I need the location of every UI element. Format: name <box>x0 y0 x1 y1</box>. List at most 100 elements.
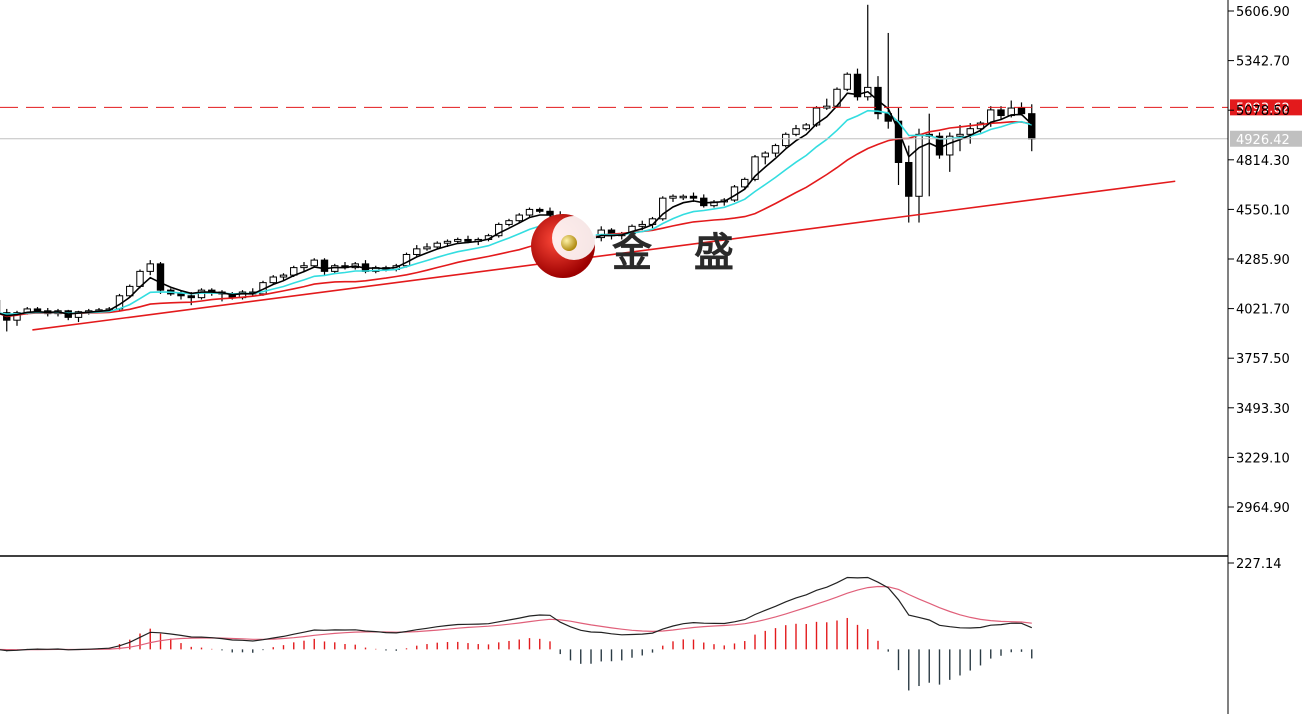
candle-body-up <box>454 238 462 242</box>
candle <box>843 72 851 92</box>
candle <box>915 128 923 223</box>
price-tick-label: 2964.90 <box>1236 501 1290 516</box>
candle-body-up <box>802 124 810 130</box>
candle <box>853 68 862 101</box>
current-price-label: 5093.62 <box>1236 101 1290 116</box>
candle <box>710 200 718 208</box>
candle <box>64 309 72 321</box>
candle-body-up <box>843 73 851 90</box>
candle <box>515 213 523 223</box>
candle-body-up <box>751 156 759 180</box>
candle <box>454 237 462 244</box>
candle-body-up <box>915 133 923 197</box>
candle-body-up <box>310 259 318 267</box>
candle <box>782 132 790 148</box>
price-tick-label: 3493.30 <box>1236 402 1290 417</box>
candle-body-up <box>495 223 503 237</box>
price-tick-label: 4814.30 <box>1236 154 1290 169</box>
candle-body-up <box>515 214 523 222</box>
candle-body-up <box>966 128 974 135</box>
candle-body-down <box>853 73 862 98</box>
candle-body-up <box>423 246 431 250</box>
candle-body-down <box>905 161 913 197</box>
candle-body-up <box>823 105 831 109</box>
candle <box>761 151 769 165</box>
candle-body-down <box>1017 107 1026 115</box>
candle-body-up <box>126 285 134 297</box>
crosshair-price-label: 4926.42 <box>1236 133 1290 148</box>
candle-body-down <box>464 238 472 242</box>
watermark-logo: 金 盛 <box>531 214 748 278</box>
candle <box>146 260 154 276</box>
price-tick-label: 3757.50 <box>1236 352 1290 367</box>
candle <box>300 261 308 272</box>
candle-body-down <box>33 308 42 312</box>
candle-body-up <box>679 195 687 199</box>
candle <box>925 113 933 197</box>
candle <box>310 258 318 268</box>
candle <box>269 275 277 285</box>
candle-body-up <box>413 248 421 255</box>
candle-body-up <box>976 122 985 130</box>
candle-body-up <box>741 178 749 188</box>
candle <box>413 245 421 257</box>
candle-body-up <box>761 152 769 158</box>
candle-body-up <box>946 135 954 156</box>
price-tick-label: 4550.10 <box>1236 203 1290 218</box>
candle <box>1017 102 1026 116</box>
candle <box>864 4 872 101</box>
candle <box>279 273 288 281</box>
main-price-plot <box>0 4 1036 332</box>
candle <box>433 241 441 249</box>
candle <box>905 145 913 223</box>
candle <box>525 207 534 217</box>
watermark-text: 金 盛 <box>611 230 748 276</box>
candle <box>218 290 226 302</box>
candle <box>669 194 677 202</box>
candle <box>1028 104 1036 152</box>
candle-body-up <box>956 133 964 137</box>
ma-slow-line <box>0 120 1032 318</box>
price-tick-label: 5342.70 <box>1236 55 1290 70</box>
candle-body-up <box>74 311 83 318</box>
candle-body-up <box>300 265 308 269</box>
candle <box>771 143 780 157</box>
candle-body-up <box>771 145 780 154</box>
candle <box>177 290 185 300</box>
candle-body-down <box>536 208 544 212</box>
candle-body-down <box>177 293 185 297</box>
candle-body-up <box>792 128 800 135</box>
ma-mid-line <box>0 109 1033 315</box>
candle <box>679 194 687 201</box>
candle-body-down <box>187 295 195 299</box>
candle-body-down <box>689 195 698 199</box>
logo-gold-ball <box>561 235 577 251</box>
candle-body-up <box>13 312 21 321</box>
candle-body-up <box>146 263 154 272</box>
price-tick-label: 4285.90 <box>1236 253 1290 268</box>
candle <box>505 218 513 227</box>
candle <box>3 308 11 332</box>
candle-body-down <box>997 109 1005 117</box>
macd-panel <box>0 576 1033 691</box>
candle-body-down <box>320 259 329 272</box>
macd-signal-line <box>0 585 1032 651</box>
ma-fast-line <box>0 90 1033 317</box>
candle <box>792 124 800 137</box>
candle-body-down <box>1028 113 1036 140</box>
candle-body-up <box>669 195 677 199</box>
candle <box>935 132 944 159</box>
candle <box>536 207 544 214</box>
trend-line <box>32 180 1176 331</box>
price-tick-label: 5078.50 <box>1236 104 1290 119</box>
macd-max-label: 227.14 <box>1236 557 1282 572</box>
candle <box>700 194 708 208</box>
price-tick-label: 4021.70 <box>1236 303 1290 318</box>
candle <box>372 265 380 274</box>
candle-body-up <box>505 220 513 225</box>
candle-body-up <box>279 274 288 278</box>
candle <box>802 123 810 131</box>
candle <box>495 222 503 238</box>
